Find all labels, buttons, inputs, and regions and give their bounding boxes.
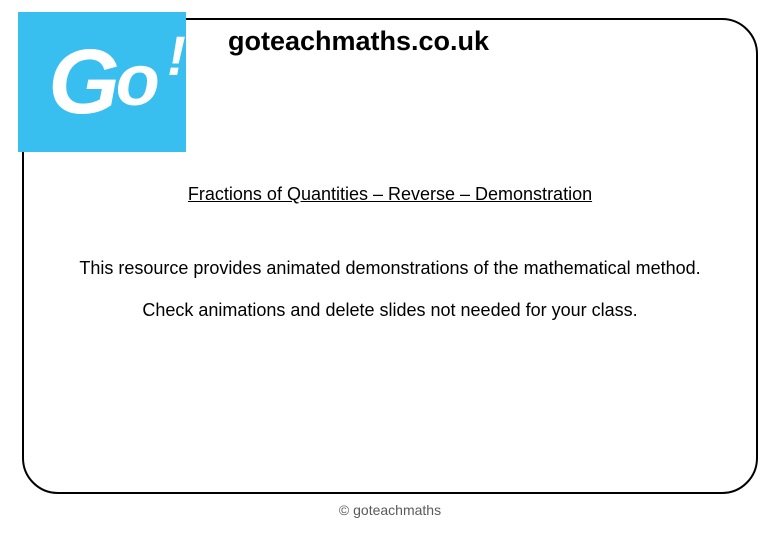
logo-text: Go! [48,36,156,128]
logo-exclaim-icon: ! [167,28,182,84]
slide-subtitle: Fractions of Quantities – Reverse – Demo… [0,184,780,205]
body-line-2: Check animations and delete slides not n… [0,300,780,321]
logo-letter-o: o [116,41,156,121]
logo-box: Go! [18,12,186,152]
body-line-1: This resource provides animated demonstr… [0,258,780,279]
footer-copyright: © goteachmaths [0,502,780,518]
site-title: goteachmaths.co.uk [228,26,489,57]
logo-letter-g: G [48,31,116,133]
